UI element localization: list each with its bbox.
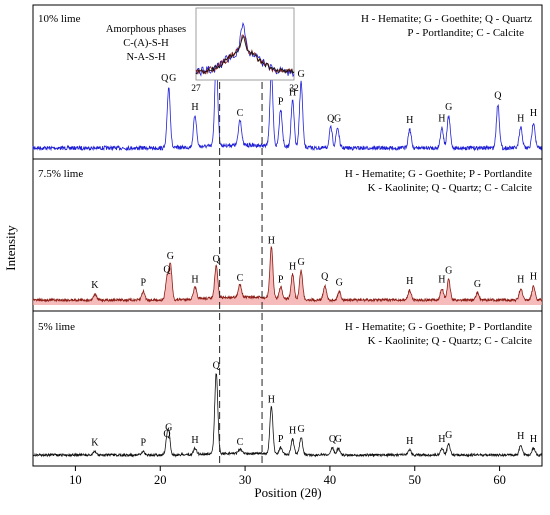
peak-label: H (530, 272, 537, 283)
peak-label: Q (213, 254, 221, 265)
inset-tick-left: 27 (191, 84, 201, 94)
peak-label: H (191, 435, 198, 446)
peak-label: G (445, 102, 452, 113)
peak-label: K (91, 280, 99, 291)
series-line (32, 58, 543, 152)
amorphous-line-3: N-A-S-H (126, 52, 165, 63)
x-tick-label: 10 (69, 473, 82, 487)
peak-label: G (474, 279, 481, 290)
peak-label: H (191, 274, 198, 285)
peak-label: G (297, 257, 304, 268)
x-tick-label: 40 (324, 473, 337, 487)
peak-label: G (335, 434, 342, 445)
x-tick-label: 50 (409, 473, 422, 487)
legend-line-1: H - Hematite; G - Goethite; Q - Quartz (361, 13, 532, 25)
legend-line-1: H - Hematite; G - Goethite; P - Portland… (345, 168, 532, 180)
peak-label: H (406, 115, 413, 126)
peak-label: H (289, 426, 296, 437)
inset-traces (195, 21, 295, 78)
panel-title: 5% lime (38, 321, 75, 333)
peak-label: H (268, 235, 275, 246)
panel-7-5pct-lime: 7.5% lime H - Hematite; G - Goethite; P … (32, 158, 543, 312)
panel-10pct-lime: 10% lime H - Hematite; G - Goethite; Q -… (32, 4, 543, 160)
x-axis-ticks: 10 20 30 40 50 60 (69, 466, 506, 487)
peak-label: C (237, 273, 244, 284)
peak-label: G (334, 114, 341, 125)
peak-label: H (406, 276, 413, 287)
inset-tick-right: 32 (289, 84, 299, 94)
peak-label: Q (494, 91, 502, 102)
peak-label: G (297, 424, 304, 435)
peak-label: Q (161, 73, 169, 84)
peak-label: Q (213, 360, 221, 371)
peak-label: G (445, 266, 452, 277)
legend-line-1: H - Hematite; G - Goethite; P - Portland… (345, 321, 532, 333)
peak-label: C (237, 437, 244, 448)
x-tick-label: 30 (239, 473, 252, 487)
legend-line-2: P - Portlandite; C - Calcite (407, 27, 524, 39)
peak-label: G (169, 73, 176, 84)
legend-line-2: K - Kaolinite; Q - Quartz; C - Calcite (368, 335, 532, 347)
peak-label: P (141, 438, 147, 449)
series-line (32, 373, 543, 458)
peak-label: K (91, 438, 99, 449)
peak-label: H (517, 114, 524, 125)
x-tick-label: 20 (154, 473, 167, 487)
inset-frame (195, 7, 295, 81)
peak-label: H (289, 88, 296, 99)
series-fill (33, 246, 542, 305)
series-line (32, 245, 543, 303)
peak-label: Q (163, 429, 171, 440)
inset-series-line (195, 35, 295, 75)
peak-label: H (406, 436, 413, 447)
peak-label: H (191, 102, 198, 113)
peak-label: H (438, 114, 445, 125)
x-axis-title: Position (2θ) (254, 485, 321, 500)
peak-label: P (141, 277, 147, 288)
peak-label: H (517, 431, 524, 442)
peak-label: H (438, 274, 445, 285)
peak-label: H (530, 108, 537, 119)
inset-plot: 27 32 (191, 7, 299, 94)
peak-label: P (278, 96, 284, 107)
panel-title: 10% lime (38, 13, 81, 25)
amorphous-line-1: Amorphous phases (106, 24, 186, 35)
x-tick-label: 60 (493, 473, 506, 487)
peak-label: G (165, 422, 172, 433)
peak-label: Q (321, 272, 329, 283)
peak-label: Q (163, 264, 171, 275)
amorphous-line-2: C-(A)-S-H (123, 38, 169, 49)
peak-label: G (297, 69, 304, 80)
peak-label: H (530, 434, 537, 445)
panel-frame (32, 310, 543, 467)
y-axis-title: Intensity (3, 225, 18, 271)
peak-label: H (438, 434, 445, 445)
peak-label: Q (327, 114, 335, 125)
peak-label: G (445, 430, 452, 441)
legend-line-2: K - Kaolinite; Q - Quartz; C - Calcite (368, 182, 532, 194)
peak-label: G (336, 277, 343, 288)
reference-lines (219, 82, 263, 466)
peak-label: P (278, 434, 284, 445)
peak-label: G (167, 251, 174, 262)
peak-label: H (268, 394, 275, 405)
peak-label: P (278, 274, 284, 285)
panel-title: 7.5% lime (38, 168, 83, 180)
amorphous-annotation: Amorphous phases C-(A)-S-H N-A-S-H (106, 24, 186, 63)
peak-label: H (517, 274, 524, 285)
peak-label: C (237, 108, 244, 119)
peak-label: Q (329, 434, 337, 445)
panel-5pct-lime: 5% lime H - Hematite; G - Goethite; P - … (32, 310, 543, 467)
peak-label: H (289, 261, 296, 272)
